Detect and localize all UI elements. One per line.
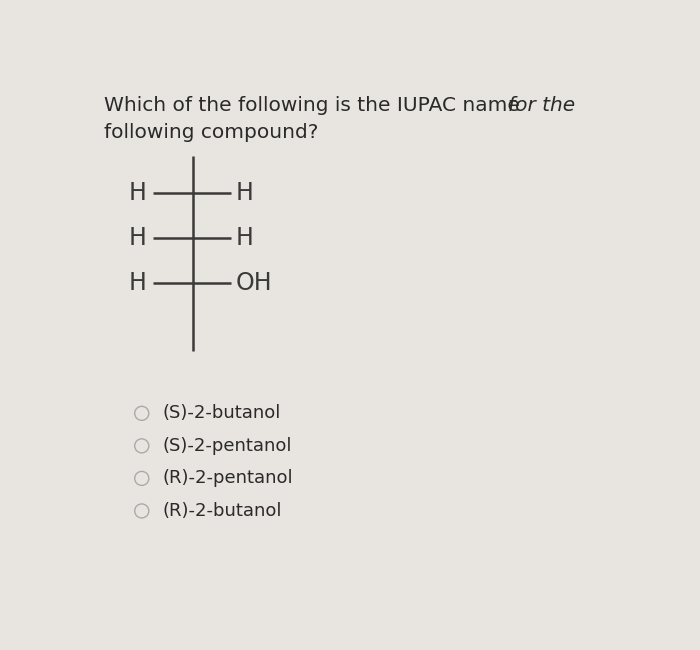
Text: OH: OH [236, 271, 272, 295]
Text: H: H [128, 271, 146, 295]
Text: (S)-2-pentanol: (S)-2-pentanol [162, 437, 292, 455]
Text: H: H [236, 226, 253, 250]
Text: (R)-2-pentanol: (R)-2-pentanol [162, 469, 293, 488]
Text: H: H [236, 181, 253, 205]
Text: H: H [128, 181, 146, 205]
Text: Which of the following is the IUPAC name: Which of the following is the IUPAC name [104, 96, 526, 114]
Text: H: H [128, 226, 146, 250]
Text: (R)-2-butanol: (R)-2-butanol [162, 502, 282, 520]
Text: for the: for the [508, 96, 575, 114]
Text: (S)-2-butanol: (S)-2-butanol [162, 404, 281, 422]
Text: following compound?: following compound? [104, 123, 318, 142]
